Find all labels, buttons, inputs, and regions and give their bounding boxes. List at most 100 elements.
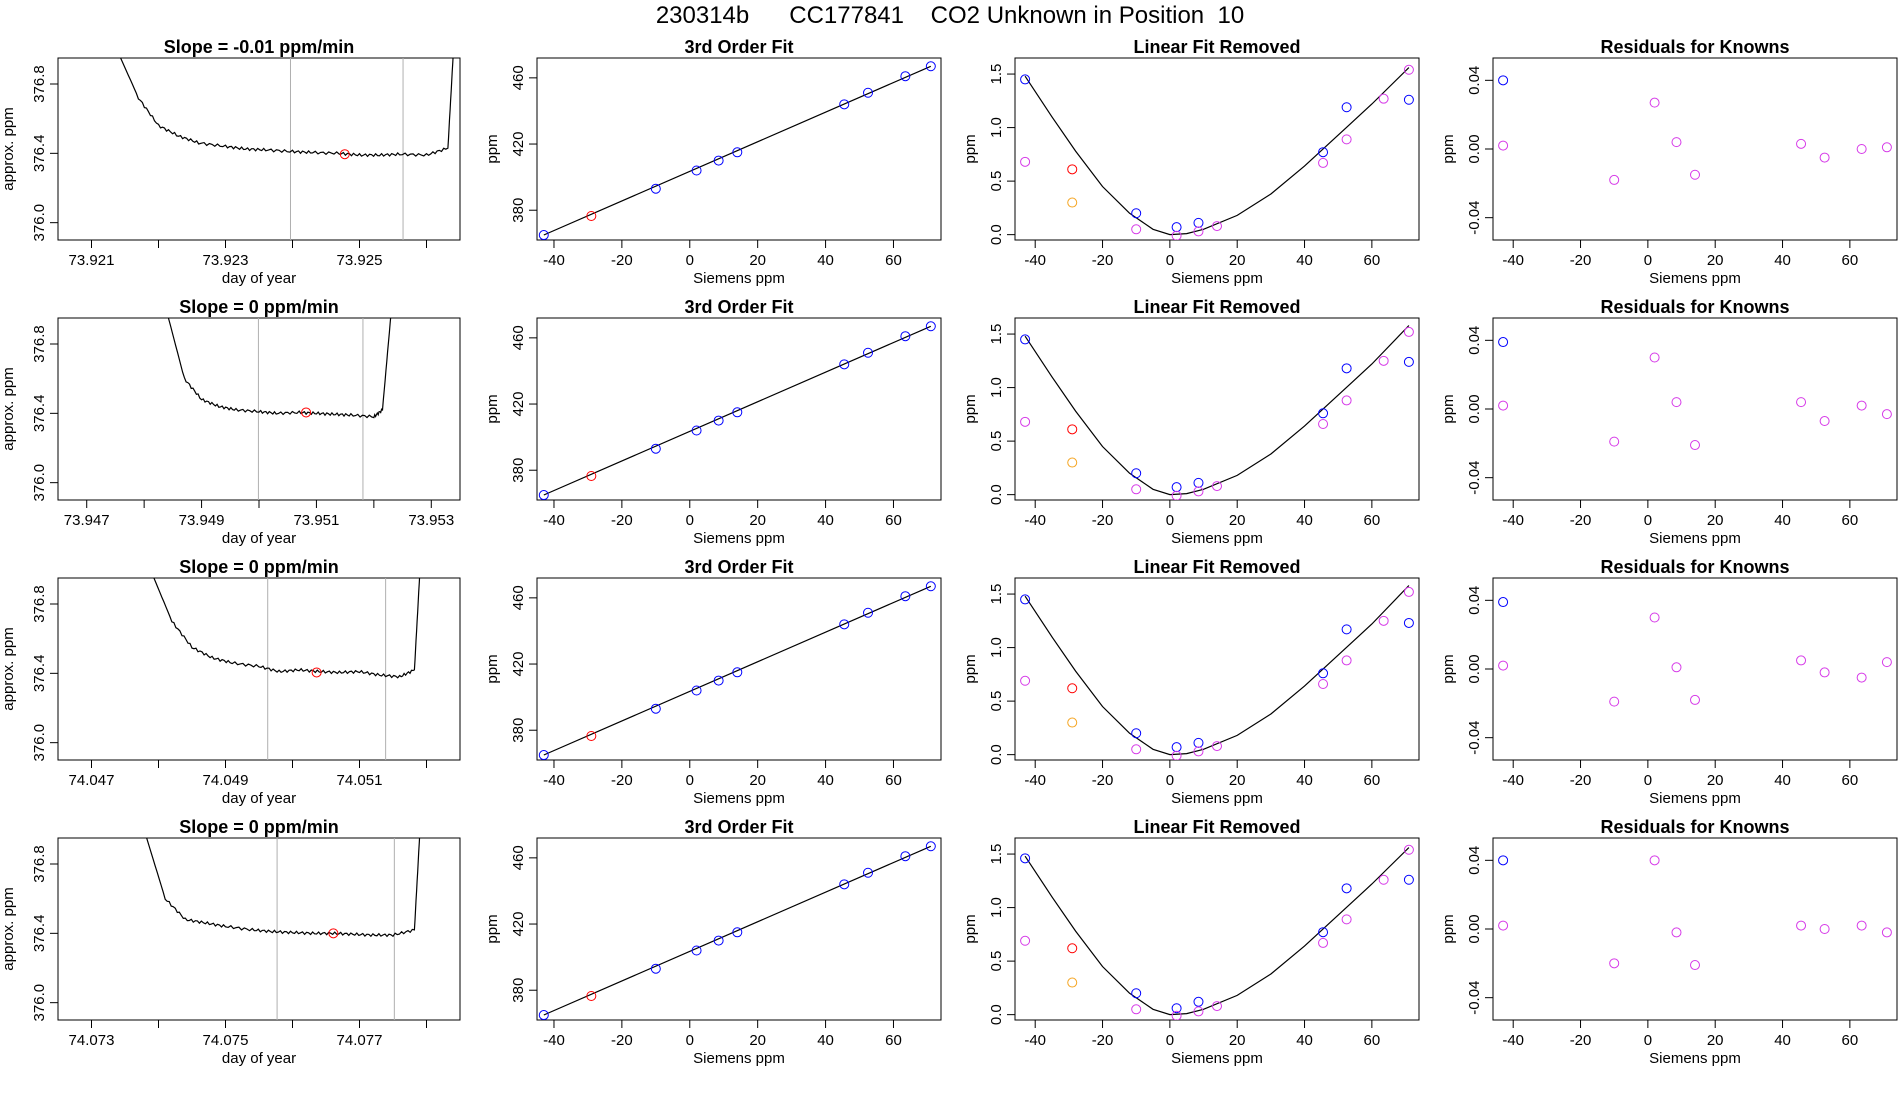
y-axis-label: ppm bbox=[962, 914, 979, 943]
x-tick-label: 0 bbox=[686, 1032, 694, 1049]
panel-title: Slope = 0 ppm/min bbox=[179, 557, 339, 577]
y-axis-label: ppm bbox=[1440, 134, 1457, 163]
known-point bbox=[863, 87, 874, 98]
x-axis-label: Siemens ppm bbox=[1649, 530, 1741, 547]
y-tick-label: 420 bbox=[510, 132, 527, 157]
residual-point bbox=[1171, 230, 1182, 240]
residual-point bbox=[1856, 400, 1867, 411]
residual-point bbox=[1171, 1010, 1182, 1020]
panel-title: Residuals for Knowns bbox=[1600, 817, 1789, 837]
known-point bbox=[691, 165, 702, 176]
plot-frame bbox=[1014, 577, 1420, 761]
y-tick-label: -0.04 bbox=[1466, 721, 1483, 755]
residual-point bbox=[1193, 746, 1204, 757]
known-point bbox=[1193, 477, 1204, 488]
panel-fit-row-2: 3rd Order Fit -40 -20 0 20 40 60 380 420 460 Sieme… bbox=[484, 297, 942, 547]
x-tick-label: -20 bbox=[1570, 1032, 1592, 1049]
x-tick-label: -40 bbox=[1024, 252, 1046, 269]
plot-area bbox=[146, 838, 421, 1020]
y-tick-label: 0.0 bbox=[988, 484, 1005, 505]
residual-point bbox=[1796, 138, 1807, 149]
known-point bbox=[732, 407, 743, 418]
known-point bbox=[839, 879, 850, 890]
x-tick-label: 0 bbox=[1166, 1032, 1174, 1049]
residual-point bbox=[1609, 958, 1620, 969]
known-point bbox=[691, 945, 702, 956]
residual-point bbox=[1881, 927, 1892, 938]
panel-timeseries-row-3: Slope = 0 ppm/min 74.047 74.049 74.051 376.0… bbox=[0, 557, 461, 807]
plot-area bbox=[1498, 597, 1892, 707]
x-tick-label: 40 bbox=[1774, 772, 1791, 789]
concentration-trace bbox=[119, 58, 454, 158]
residual-point bbox=[1671, 397, 1682, 408]
residual-point bbox=[1690, 694, 1700, 705]
plot-frame bbox=[536, 837, 942, 1021]
residual-point bbox=[1819, 924, 1830, 934]
y-tick-label: 376.0 bbox=[31, 464, 48, 502]
residual-point bbox=[1378, 93, 1389, 104]
y-tick-label: 0.5 bbox=[988, 951, 1005, 972]
x-tick-label: -40 bbox=[543, 1032, 565, 1049]
residual-point bbox=[1020, 416, 1031, 427]
plot-frame bbox=[536, 317, 942, 501]
plot-frame bbox=[536, 57, 942, 241]
y-tick-label: 0.04 bbox=[1466, 66, 1483, 95]
x-tick-label: 74.073 bbox=[69, 1032, 115, 1049]
x-tick-label: 0 bbox=[1644, 512, 1652, 529]
y-tick-label: 1.5 bbox=[988, 64, 1005, 85]
x-tick-label: -20 bbox=[611, 772, 633, 789]
y-tick-label: 420 bbox=[510, 652, 527, 677]
residual-point bbox=[1671, 662, 1682, 673]
x-tick-label: 40 bbox=[817, 772, 834, 789]
y-tick-label: 0.04 bbox=[1466, 846, 1483, 875]
x-tick-label: 73.951 bbox=[293, 512, 339, 529]
x-tick-label: 74.051 bbox=[337, 772, 383, 789]
y-tick-label: 1.5 bbox=[988, 324, 1005, 345]
plot-area bbox=[538, 581, 936, 760]
y-axis-label: approx. ppm bbox=[0, 367, 17, 450]
known-point bbox=[1193, 737, 1204, 748]
panel-fit-row-3: 3rd Order Fit -40 -20 0 20 40 60 380 420 460 Sieme… bbox=[484, 557, 942, 807]
residual-point bbox=[1881, 657, 1892, 668]
residual-point bbox=[1819, 416, 1830, 427]
y-tick-label: -0.04 bbox=[1466, 201, 1483, 235]
residual-point bbox=[1856, 672, 1867, 683]
known-point bbox=[1403, 356, 1414, 367]
residual-point bbox=[1131, 1004, 1142, 1015]
known-point bbox=[538, 750, 549, 760]
known-point bbox=[650, 183, 661, 194]
x-tick-label: 40 bbox=[1774, 1032, 1791, 1049]
unknown-point bbox=[586, 211, 597, 222]
y-tick-label: 376.0 bbox=[31, 204, 48, 242]
unknown-point bbox=[1067, 683, 1078, 694]
x-axis-label: Siemens ppm bbox=[1649, 1050, 1741, 1067]
y-tick-label: -0.04 bbox=[1466, 461, 1483, 495]
panel-title: 3rd Order Fit bbox=[684, 817, 793, 837]
residual-point bbox=[1690, 960, 1700, 971]
x-tick-label: -20 bbox=[1092, 772, 1114, 789]
y-tick-label: -0.04 bbox=[1466, 981, 1483, 1015]
plot-area bbox=[1498, 855, 1892, 971]
y-tick-label: 420 bbox=[510, 392, 527, 417]
x-tick-label: 0 bbox=[1644, 772, 1652, 789]
x-axis-label: day of year bbox=[222, 530, 296, 547]
residual-point bbox=[1341, 655, 1352, 666]
unknown-point bbox=[1067, 424, 1078, 435]
y-tick-label: 1.5 bbox=[988, 584, 1005, 605]
x-tick-label: 60 bbox=[1364, 772, 1381, 789]
y-axis-label: ppm bbox=[962, 134, 979, 163]
x-tick-label: 20 bbox=[1229, 772, 1246, 789]
y-tick-label: 420 bbox=[510, 912, 527, 937]
residual-point bbox=[1498, 400, 1509, 411]
x-tick-label: -40 bbox=[1502, 1032, 1524, 1049]
plot-area bbox=[538, 841, 936, 1020]
panel-linear_removed-row-3: Linear Fit Removed -40 -20 0 20 40 60 0.0 0.5 1.0… bbox=[962, 557, 1420, 807]
x-tick-label: -40 bbox=[1502, 512, 1524, 529]
x-tick-label: -20 bbox=[1570, 252, 1592, 269]
plot-frame bbox=[1492, 317, 1898, 501]
x-tick-label: 20 bbox=[1229, 252, 1246, 269]
residual-point bbox=[1212, 481, 1222, 492]
x-tick-label: 20 bbox=[749, 1032, 766, 1049]
x-tick-label: 20 bbox=[1707, 512, 1724, 529]
x-tick-label: 0 bbox=[1166, 252, 1174, 269]
